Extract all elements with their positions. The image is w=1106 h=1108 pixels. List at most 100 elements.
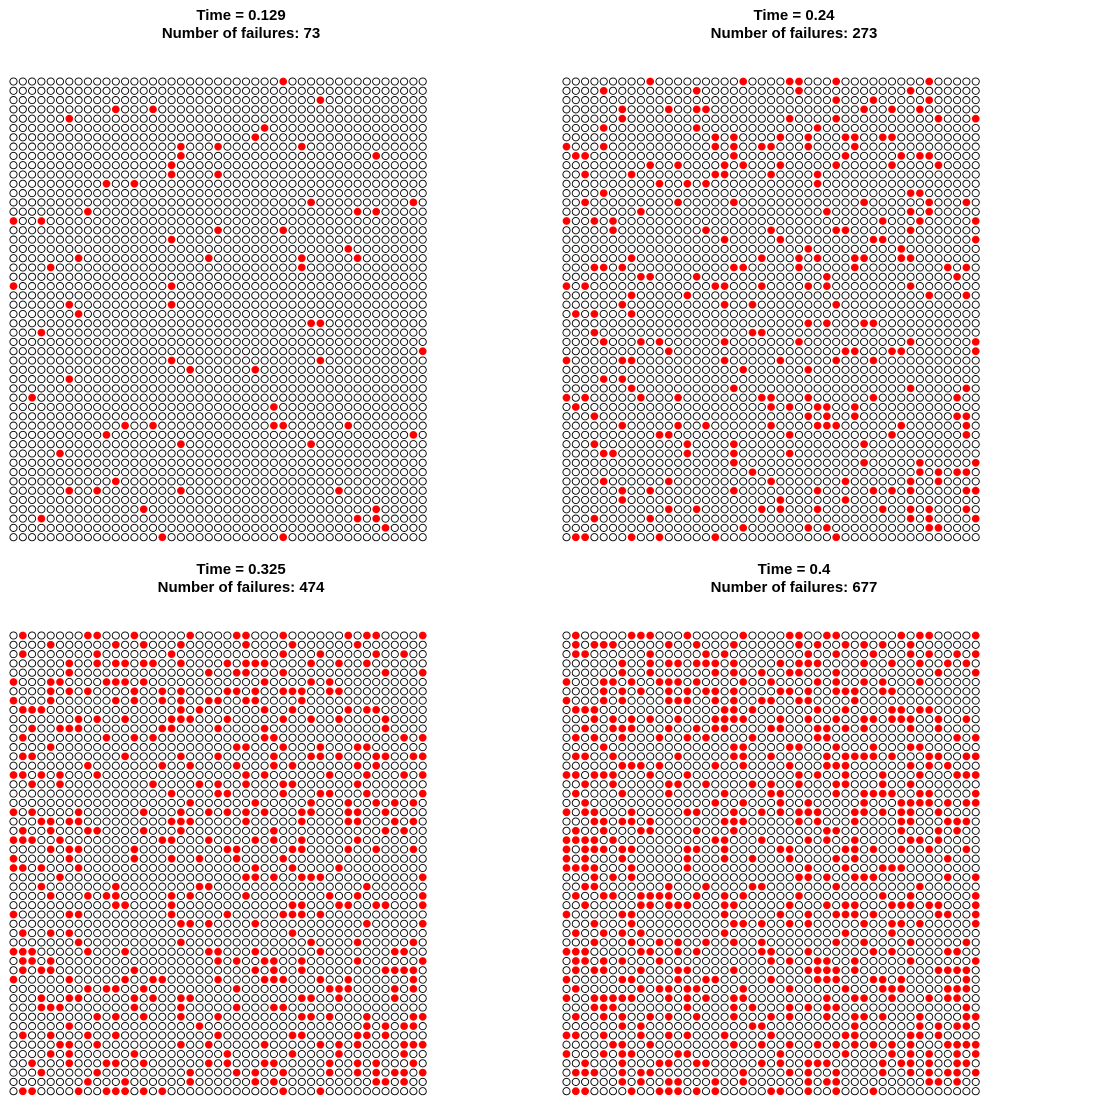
working-component-point (729, 77, 738, 86)
working-component-point (195, 458, 204, 467)
working-component-point (37, 365, 46, 374)
working-component-point (241, 514, 251, 523)
working-component-point (627, 77, 636, 86)
working-component-point (748, 495, 757, 505)
failed-component-point (167, 235, 176, 244)
failed-component-point (860, 105, 868, 114)
working-component-point (288, 412, 297, 421)
working-component-point (28, 189, 37, 198)
working-component-point (692, 142, 701, 151)
working-component-point (288, 495, 297, 505)
working-component-point (195, 514, 204, 523)
working-component-point (307, 421, 316, 430)
working-component-point (785, 375, 794, 384)
working-component-point (608, 440, 618, 449)
working-component-point (83, 142, 92, 151)
working-component-point (316, 458, 325, 467)
failed-component-point (646, 486, 655, 495)
working-component-point (316, 207, 325, 216)
working-component-point (906, 216, 915, 226)
working-component-point (102, 449, 111, 458)
working-component-point (804, 161, 813, 170)
working-component-point (158, 328, 167, 337)
working-component-point (130, 161, 139, 170)
working-component-point (279, 514, 288, 523)
failed-component-point (776, 235, 785, 244)
working-component-point (962, 142, 971, 151)
working-component-point (636, 402, 645, 412)
working-component-point (581, 430, 590, 439)
working-component-point (37, 282, 46, 291)
working-component-point (618, 96, 627, 105)
working-component-point (251, 161, 260, 170)
working-component-point (636, 449, 645, 458)
failed-component-point (906, 337, 915, 346)
working-component-point (372, 300, 381, 309)
working-component-point (785, 244, 794, 253)
working-component-point (608, 337, 618, 346)
working-component-point (381, 356, 390, 365)
working-component-point (232, 142, 241, 151)
working-component-point (711, 105, 720, 114)
working-component-point (400, 449, 409, 458)
working-component-point (167, 668, 176, 677)
working-component-point (409, 189, 418, 198)
failed-component-point (9, 696, 18, 705)
working-component-point (307, 495, 316, 505)
working-component-point (906, 375, 915, 384)
working-component-point (204, 384, 213, 393)
working-component-point (46, 668, 55, 677)
working-component-point (794, 514, 804, 523)
working-component-point (65, 421, 74, 430)
working-component-point (148, 533, 158, 542)
working-component-point (334, 207, 344, 216)
working-component-point (158, 337, 167, 346)
working-component-point (28, 170, 37, 179)
working-component-point (599, 300, 608, 309)
working-component-point (158, 659, 167, 668)
working-component-point (176, 123, 185, 133)
working-component-point (887, 291, 897, 300)
working-component-point (627, 86, 636, 95)
working-component-point (971, 272, 980, 281)
working-component-point (307, 393, 316, 402)
failed-component-point (372, 650, 381, 658)
working-component-point (232, 375, 241, 384)
working-component-point (618, 254, 627, 263)
working-component-point (83, 523, 92, 532)
working-component-point (832, 402, 841, 412)
working-component-point (692, 477, 701, 486)
working-component-point (562, 412, 571, 421)
working-component-point (701, 189, 711, 198)
working-component-point (28, 384, 37, 393)
working-component-point (102, 631, 111, 640)
working-component-point (794, 133, 804, 142)
working-component-point (65, 650, 74, 659)
working-component-point (167, 272, 176, 281)
working-component-point (841, 96, 850, 105)
working-component-point (130, 477, 139, 486)
working-component-point (18, 123, 27, 133)
working-component-point (655, 505, 664, 514)
working-component-point (74, 449, 83, 458)
working-component-point (297, 715, 306, 724)
working-component-point (934, 365, 943, 374)
working-component-point (121, 235, 130, 244)
working-component-point (353, 477, 362, 486)
working-component-point (971, 430, 980, 439)
working-component-point (571, 393, 580, 402)
working-component-point (307, 356, 316, 365)
working-component-point (269, 151, 278, 160)
working-component-point (288, 105, 297, 114)
working-component-point (390, 365, 399, 374)
working-component-point (897, 486, 906, 495)
working-component-point (223, 161, 232, 170)
working-component-point (130, 715, 139, 724)
working-component-point (362, 263, 371, 272)
working-component-point (400, 347, 409, 356)
failed-component-point (130, 687, 139, 696)
failed-component-point (841, 151, 850, 160)
working-component-point (683, 282, 692, 291)
working-component-point (158, 189, 167, 198)
working-component-point (729, 86, 738, 95)
